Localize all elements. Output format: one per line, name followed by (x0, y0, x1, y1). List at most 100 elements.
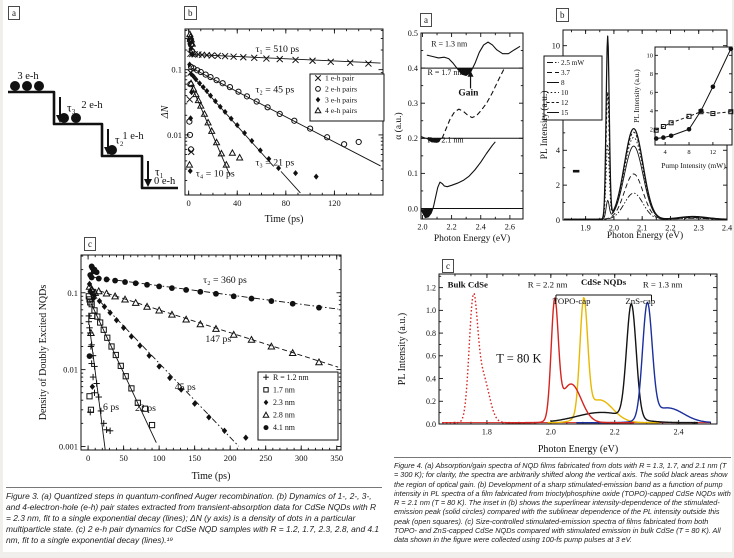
x-tick-label: 350 (330, 453, 343, 463)
fit-annotation: 6 ps (103, 402, 119, 413)
level-label-3eh: 3 e-h (17, 71, 39, 82)
y-axis-label: PL Intensity (a.u.) (397, 313, 408, 385)
y-tick-label: 0.5 (408, 29, 418, 38)
fig4c-stimulated-emission-chart: 1.8 2.0 2.2 2.4 0.0 0.2 0.4 0.6 0.8 1.0 1.2 Bulk Cd… (397, 273, 718, 455)
y-tick-label: 0.8 (426, 329, 436, 338)
y-tick-label: 0.0 (408, 204, 418, 213)
x-axis-label: Time (ps) (265, 214, 304, 225)
y-tick-label: 0.001 (59, 441, 78, 451)
y-tick-label: 0.3 (408, 99, 418, 108)
x-tick-label: 2.0 (417, 223, 427, 232)
x-tick-label: 2.0 (609, 224, 619, 233)
x-axis-label: Photon Energy (eV) (434, 233, 510, 244)
x-tick-label: 2.2 (665, 224, 675, 233)
fit-annotation: τ₂ = 360 ps (203, 275, 247, 286)
x-tick-label: 120 (328, 198, 341, 208)
level-label-0eh: 0 e-h (154, 176, 176, 187)
y-tick-label: 4 (556, 146, 561, 155)
legend-label: 8 (561, 79, 565, 87)
x-tick-label: 200 (224, 453, 237, 463)
legend-label: 10 (561, 89, 569, 97)
x-tick-label: 2.4 (674, 428, 684, 437)
y-axis-label: α (a.u.) (393, 112, 404, 139)
inset-y-tick: 4 (650, 108, 654, 115)
annotation-label: Bulk CdSe (448, 280, 488, 290)
legend-label: 2.8 nm (273, 411, 296, 420)
curve-label: R = 2.1 nm (428, 135, 465, 144)
y-tick-label: 0 (556, 216, 560, 225)
legend-label: 3.7 (561, 69, 570, 77)
x-tick-label: 2.2 (610, 428, 620, 437)
y-tick-label: 0.01 (167, 130, 182, 140)
y-tick-label: 1.0 (426, 306, 436, 315)
x-tick-label: 150 (188, 453, 201, 463)
inset-y-tick: 8 (650, 71, 653, 78)
fit-annotation: 45 ps (175, 382, 196, 393)
annotation-label: R = 2.2 nm (528, 280, 568, 290)
y-tick-label: 0.4 (426, 374, 436, 383)
figure4-caption: Figure 4. (a) Absorption/gain spectra of… (394, 457, 731, 545)
legend-label: 4 e-h pairs (325, 106, 357, 115)
x-tick-label: 100 (153, 453, 166, 463)
legend-label: 4.1 nm (273, 423, 296, 432)
x-tick-label: 2.0 (546, 428, 556, 437)
legend-label: 2.3 nm (273, 398, 296, 407)
panel-label-3c: c (84, 237, 96, 251)
y-tick-label: 0.2 (408, 134, 418, 143)
x-axis-label: Time (ps) (192, 471, 231, 482)
annotation-label: TOPO-cap (553, 296, 592, 306)
y-tick-label: 0.1 (67, 288, 78, 298)
inset-y-axis-label: PL Intensity (a.u.) (632, 69, 641, 123)
legend-label: 12 (561, 99, 569, 107)
panel-label-4c: c (442, 259, 454, 273)
tau-label: τ₂ (115, 135, 124, 147)
y-tick-label: 0.1 (408, 169, 418, 178)
fit-annotation: τ₃ = 21 ps (255, 157, 294, 168)
tau-label: τ₃ (67, 103, 76, 115)
fit-annotation: τ₂ = 45 ps (255, 84, 294, 95)
inset-x-tick: 12 (710, 149, 717, 156)
y-axis-label: ΔN (160, 104, 171, 119)
x-tick-label: 2.2 (446, 223, 456, 232)
x-tick-label: 1.9 (580, 224, 590, 233)
y-axis-label: PL Intensity (a.u.) (539, 91, 550, 160)
legend-label: 1 e-h pair (325, 74, 355, 83)
x-tick-label: 2.4 (722, 224, 733, 233)
annotation-label: ZnS-cap (625, 296, 655, 306)
legend-label: 2.5 mW (561, 59, 584, 67)
x-tick-label: 80 (282, 198, 291, 208)
inset-y-tick: 10 (647, 53, 654, 60)
y-tick-label: 0.2 (426, 397, 436, 406)
panel-label-4b: b (556, 8, 569, 22)
x-tick-label: 1.8 (482, 428, 492, 437)
fit-annotation: 22 ps (135, 403, 156, 414)
fit-annotation: τ₁ = 510 ps (255, 44, 299, 55)
inset-x-axis-label: Pump Intensity (mW) (661, 161, 726, 170)
panel-label-3b: b (184, 6, 197, 20)
fig4a-absorption-gain-chart: 2.0 2.2 2.4 2.6 0.0 0.1 0.2 0.3 0.4 0.5 R = 1.3 nm… (393, 29, 524, 244)
y-tick-label: 2 (556, 181, 560, 190)
panel-label-4a: a (420, 13, 432, 27)
x-tick-label: 40 (233, 198, 242, 208)
level-label-1eh: 1 e-h (122, 131, 144, 142)
x-axis-label: Photon Energy (eV) (538, 444, 618, 455)
figure3-caption: Figure 3. (a) Quantized steps in quantum… (6, 487, 382, 546)
y-tick-label: 0.4 (408, 64, 418, 73)
panel-label-3a: a (8, 6, 20, 20)
annotation-label: R = 1.3 nm (643, 280, 683, 290)
legend-label: 3 e-h pairs (325, 95, 357, 104)
x-tick-label: 0 (187, 198, 191, 208)
y-tick-label: 0.01 (63, 365, 78, 375)
x-tick-label: 250 (259, 453, 272, 463)
curve-label: R = 1.3 nm (431, 40, 468, 49)
annotation-label: T = 80 K (496, 352, 541, 366)
legend-label: 1.7 nm (273, 385, 296, 394)
gain-label: Gain (458, 88, 479, 98)
fig4b-pl-pump-intensity-chart: 1.9 2.0 2.1 2.2 2.3 2.4 0 2 4 6 8 10 2.5 mW 3.7 8 10 12 1… (539, 29, 734, 241)
x-tick-label: 2.1 (637, 224, 647, 233)
inset-y-tick: 6 (650, 90, 654, 97)
inset-x-tick: 8 (687, 149, 690, 156)
y-tick-label: 10 (552, 41, 560, 50)
x-tick-label: 300 (295, 453, 308, 463)
fit-annotation: 147 ps (205, 334, 231, 345)
